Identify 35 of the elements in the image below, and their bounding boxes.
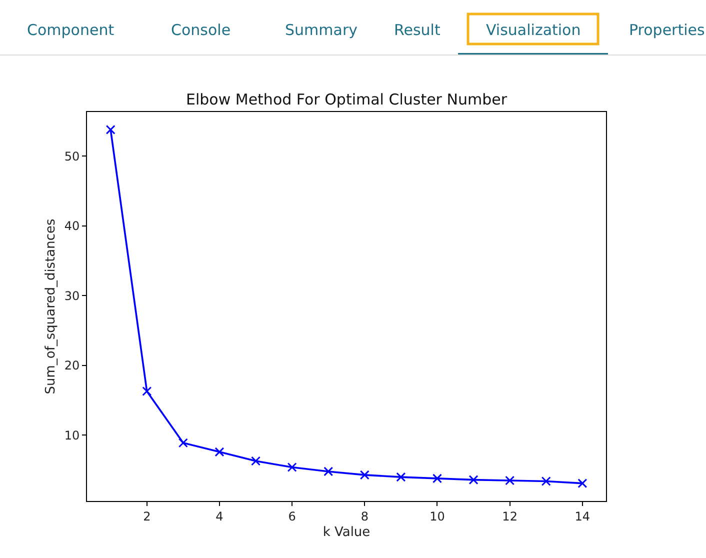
point	[214, 447, 224, 457]
y-tick-label: 10	[64, 428, 80, 442]
x-tick-label: 6	[288, 509, 296, 524]
point	[142, 386, 152, 396]
point	[178, 438, 188, 448]
point	[578, 478, 588, 488]
point	[432, 474, 442, 484]
x-tick-label: 4	[216, 509, 224, 524]
y-tick-label: 50	[64, 149, 80, 164]
x-tick-label: 10	[430, 509, 445, 524]
text: Result	[394, 21, 440, 39]
text: Console	[171, 21, 231, 39]
y-tick-label: 40	[64, 219, 80, 234]
x-axis-title: k Value	[322, 525, 370, 540]
text: Properties	[629, 21, 705, 39]
point	[396, 472, 406, 482]
point	[287, 462, 297, 472]
text: Visualization	[486, 21, 581, 39]
chart-title: Elbow Method For Optimal Cluster Number	[186, 90, 508, 108]
point	[324, 466, 334, 476]
point	[505, 476, 515, 486]
text: Component	[27, 21, 114, 39]
text: Summary	[285, 21, 358, 39]
x-tick-label: 2	[143, 509, 151, 524]
point	[360, 470, 370, 480]
x-tick-label: 14	[574, 509, 590, 524]
point	[468, 475, 478, 485]
x-tick-label: 8	[360, 509, 368, 524]
y-axis-title: Sum_of_squared_distances	[43, 218, 58, 394]
point	[541, 476, 551, 486]
y-tick-label: 20	[64, 358, 80, 373]
x-tick-label: 12	[502, 509, 518, 524]
point	[106, 124, 116, 134]
y-tick-label: 30	[64, 288, 80, 303]
point	[251, 456, 261, 466]
